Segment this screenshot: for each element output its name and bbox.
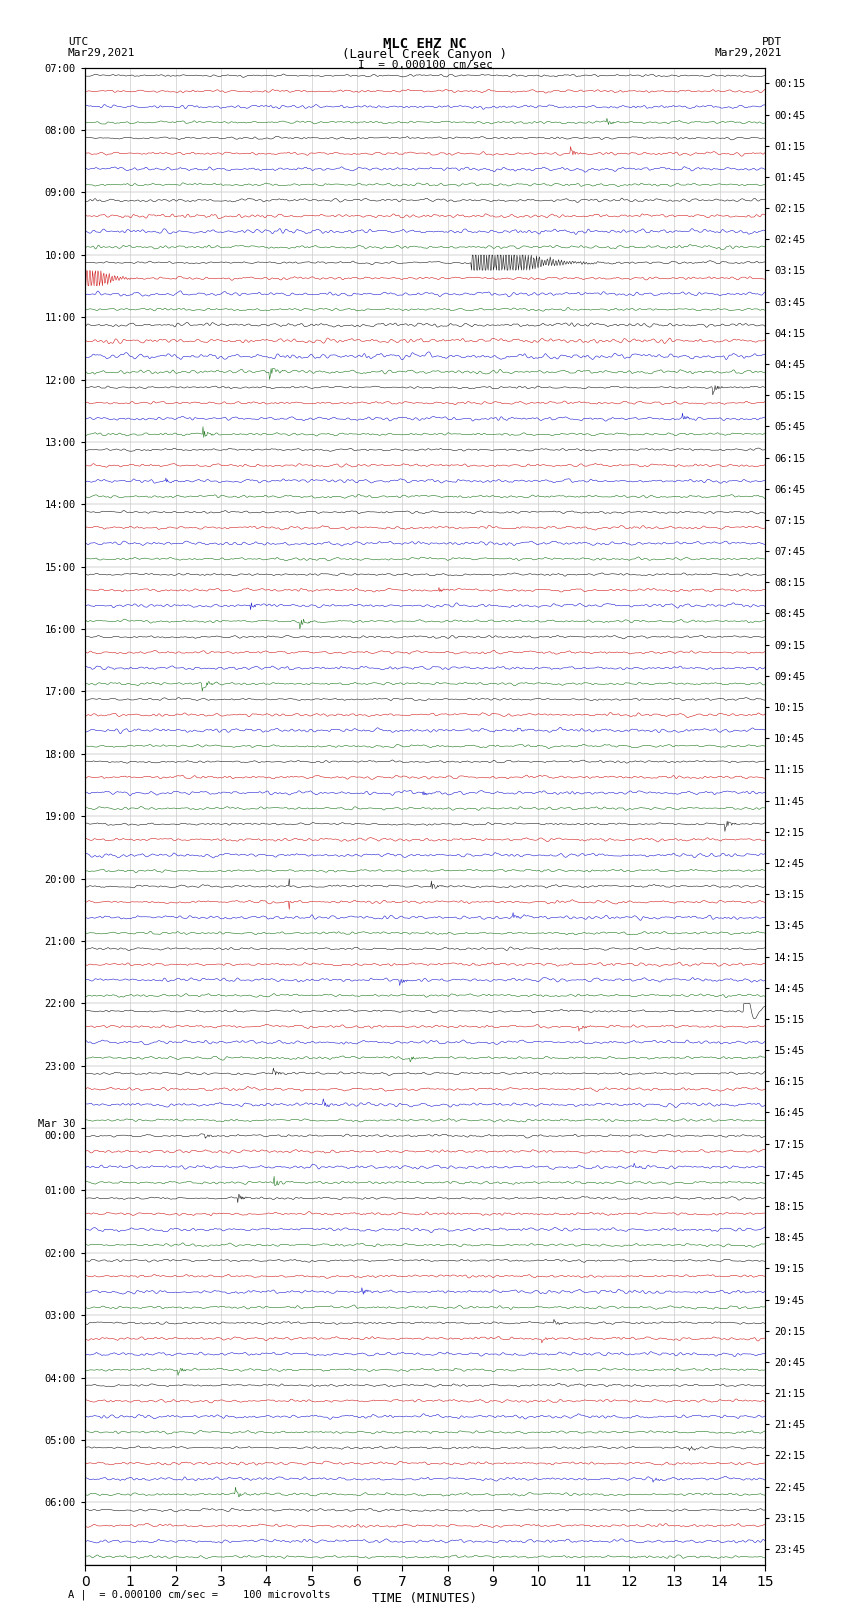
X-axis label: TIME (MINUTES): TIME (MINUTES) bbox=[372, 1592, 478, 1605]
Text: UTC: UTC bbox=[68, 37, 88, 47]
Text: A |  = 0.000100 cm/sec =    100 microvolts: A | = 0.000100 cm/sec = 100 microvolts bbox=[68, 1589, 331, 1600]
Text: Mar29,2021: Mar29,2021 bbox=[68, 48, 135, 58]
Text: MLC EHZ NC: MLC EHZ NC bbox=[383, 37, 467, 52]
Text: PDT: PDT bbox=[762, 37, 782, 47]
Text: (Laurel Creek Canyon ): (Laurel Creek Canyon ) bbox=[343, 48, 507, 61]
Text: Mar29,2021: Mar29,2021 bbox=[715, 48, 782, 58]
Text: I  = 0.000100 cm/sec: I = 0.000100 cm/sec bbox=[358, 60, 492, 69]
